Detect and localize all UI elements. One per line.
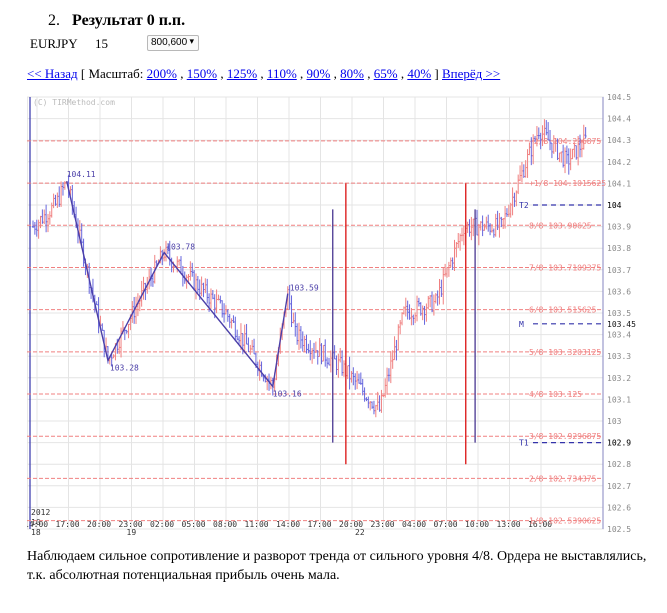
murray-level-label: 8/8 103.90625 (529, 221, 592, 230)
murray-level-label: 5/8 103.3203125 (529, 348, 601, 357)
y-tick-label: 104.1 (607, 179, 631, 188)
target-price-label: 104 (607, 201, 622, 210)
day3-label: 22 (355, 528, 365, 537)
murray-level-label: +2/8 104.296875 (529, 137, 601, 146)
chevron-down-icon: ▾ (189, 36, 194, 46)
price-chart: 104.5 104.4 104.3 104.2 104.1 104 103.9 103.8 10… (24, 89, 637, 544)
y-tick-label: 103.7 (607, 266, 631, 275)
x-tick-label: 07:00 (434, 520, 458, 529)
zigzag-label: 103.59 (290, 284, 319, 293)
murray-level-label: 2/8 102.734375 (529, 474, 597, 483)
watermark: (C) TIRMethod.com (33, 98, 115, 107)
y-tick-label: 103.6 (607, 287, 631, 296)
murray-level-label: +1/8 104.1015625 (529, 179, 606, 188)
zigzag-label: 104.11 (67, 170, 96, 179)
y-tick-label: 103.2 (607, 374, 631, 383)
x-tick-label: 13:00 (497, 520, 521, 529)
pair-label: EURJPY (30, 36, 78, 51)
scale-link-80[interactable]: 80% (340, 66, 364, 81)
zigzag-label: 103.16 (273, 389, 302, 398)
target-price-label: 102.9 (607, 439, 631, 448)
target-price-label: 103.45 (607, 320, 636, 329)
chart-navigation: << Назад [ Масштаб: 200% , 150% , 125% ,… (27, 66, 501, 81)
y-tick-label: 102.7 (607, 482, 631, 491)
heading-number: 2. (48, 12, 60, 29)
target-label: T1 (519, 439, 529, 448)
x-tick-label: 17:00 (56, 520, 80, 529)
scale-link-200[interactable]: 200% (146, 66, 177, 81)
scale-link-110[interactable]: 110% (266, 66, 297, 81)
scale-label: Масштаб: (88, 66, 144, 81)
year-label: 2012 (31, 508, 50, 517)
chart-canvas: 104.5 104.4 104.3 104.2 104.1 104 103.9 103.8 10… (24, 93, 636, 537)
target-label: M (519, 320, 524, 329)
murray-level-label: 4/8 103.125 (529, 390, 582, 399)
y-tick-label: 103.3 (607, 352, 631, 361)
result-heading: 2. Результат 0 п.п. (48, 12, 185, 30)
scale-link-65[interactable]: 65% (373, 66, 398, 81)
zigzag-label: 103.78 (166, 243, 195, 252)
zigzag-line (66, 181, 289, 389)
bracket-open: [ (80, 66, 86, 81)
x-tick-label: 10:00 (465, 520, 489, 529)
murray-level-label: 1/8 102.5390625 (529, 517, 601, 526)
x-tick-label: 20:00 (339, 520, 363, 529)
period-label: 15 (95, 36, 108, 51)
y-tick-label: 104.4 (607, 115, 631, 124)
y-tick-label: 104.2 (607, 158, 631, 167)
x-tick-label: 04:00 (402, 520, 426, 529)
y-tick-label: 102.8 (607, 460, 631, 469)
murray-level-label: 6/8 103.515625 (529, 306, 597, 315)
murray-level-label: 7/8 103.7109375 (529, 263, 601, 272)
x-tick-label: 02:00 (150, 520, 174, 529)
forward-link[interactable]: Вперёд >> (442, 66, 501, 81)
scale-link-150[interactable]: 150% (186, 66, 218, 81)
x-tick-label: 14:00 (27, 520, 48, 529)
bracket-close: ] (434, 66, 439, 81)
x-tick-label: 11:00 (245, 520, 269, 529)
y-tick-label: 102.9 (607, 439, 631, 448)
day2-label: 19 (127, 528, 137, 537)
start-day-label: 18 (31, 528, 41, 537)
y-tick-label: 104.3 (607, 136, 631, 145)
y-tick-label: 103 (607, 417, 622, 426)
y-tick-label: 102.5 (607, 525, 631, 534)
y-tick-label: 103.5 (607, 309, 631, 318)
y-tick-label: 104 (607, 201, 622, 210)
chart-size-select[interactable]: 800,600 ▾ (147, 35, 199, 51)
scale-link-40[interactable]: 40% (407, 66, 432, 81)
month-label: 10 (31, 518, 41, 527)
y-tick-label: 103.1 (607, 395, 631, 404)
x-tick-label: 23:00 (119, 520, 143, 529)
x-tick-label: 08:00 (213, 520, 237, 529)
y-tick-label: 103.4 (607, 331, 631, 340)
chart-size-value: 800,600 (151, 37, 188, 48)
y-tick-label: 103.9 (607, 223, 631, 232)
x-tick-label: 23:00 (371, 520, 395, 529)
x-tick-label: 05:00 (182, 520, 206, 529)
murray-level-label: 3/8 102.9296875 (529, 432, 601, 441)
x-tick-label: 17:00 (308, 520, 332, 529)
x-tick-label: 20:00 (87, 520, 111, 529)
y-tick-label: 102.6 (607, 503, 631, 512)
chart-caption: Наблюдаем сильное сопротивление и развор… (27, 549, 647, 583)
y-tick-label: 103.8 (607, 244, 631, 253)
x-tick-label: 14:00 (276, 520, 300, 529)
y-tick-label: 104.5 (607, 93, 631, 102)
back-link[interactable]: << Назад (27, 66, 78, 81)
target-label: T2 (519, 201, 529, 210)
zigzag-label: 103.28 (110, 364, 139, 373)
x-tick-label: 16:00 (528, 520, 552, 529)
scale-link-90[interactable]: 90% (306, 66, 331, 81)
heading-title: Результат 0 п.п. (72, 12, 186, 29)
scale-link-125[interactable]: 125% (226, 66, 258, 81)
